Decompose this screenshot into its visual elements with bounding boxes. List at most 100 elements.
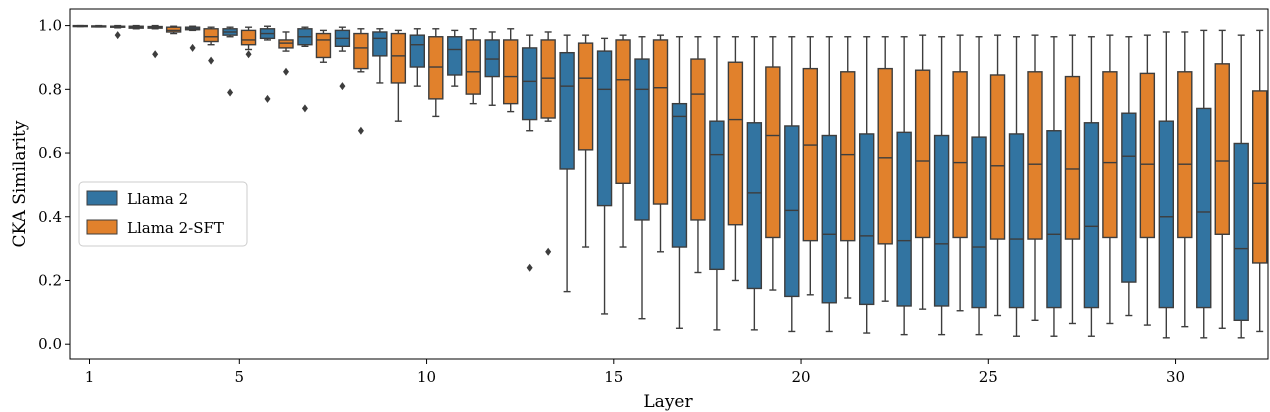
box-llama2-sft-layer-12-iqr bbox=[503, 39, 519, 105]
box-llama2-sft-layer-31 bbox=[1214, 29, 1230, 329]
box-llama2-layer-21-iqr bbox=[821, 134, 837, 304]
box-llama2-sft-layer-28 bbox=[1102, 34, 1118, 325]
box-llama2-sft-layer-29 bbox=[1139, 34, 1156, 326]
y-axis: 0.0 0.2 0.4 0.6 0.8 1.0 bbox=[38, 17, 70, 353]
y-axis-title: CKA Similarity bbox=[10, 120, 30, 247]
box-llama2-layer-26 bbox=[1008, 36, 1025, 337]
box-llama2-layer-5 bbox=[222, 26, 238, 97]
box-llama2-layer-22-iqr bbox=[859, 133, 875, 306]
box-llama2-layer-16 bbox=[634, 36, 650, 320]
box-llama2-layer-4-outlier-0 bbox=[189, 43, 196, 52]
box-llama2-sft-layer-15-iqr bbox=[615, 39, 631, 185]
box-llama2-layer-6 bbox=[259, 25, 276, 103]
x-tick-label: 20 bbox=[792, 368, 811, 386]
box-llama2-sft-layer-22-iqr bbox=[877, 67, 893, 245]
box-llama2-layer-28 bbox=[1083, 36, 1100, 337]
box-llama2-layer-19 bbox=[746, 36, 763, 331]
y-tick-label: 0.0 bbox=[38, 335, 62, 353]
box-llama2-layer-23 bbox=[896, 36, 912, 336]
box-llama2-sft-layer-8-outlier-0 bbox=[357, 126, 364, 135]
box-llama2-layer-7-outlier-0 bbox=[301, 104, 308, 113]
box-llama2-layer-31 bbox=[1196, 29, 1212, 339]
box-llama2-sft-layer-11-iqr bbox=[465, 39, 481, 95]
box-llama2-sft-layer-6-iqr bbox=[278, 39, 294, 49]
box-llama2-sft-layer-13-outlier-0 bbox=[545, 247, 552, 256]
box-llama2-sft-layer-4 bbox=[203, 26, 219, 65]
box-llama2-layer-11 bbox=[447, 29, 463, 87]
box-llama2-layer-2 bbox=[109, 24, 126, 40]
box-llama2-sft-layer-5-outlier-0 bbox=[245, 50, 252, 59]
box-llama2-sft-layer-9 bbox=[390, 29, 407, 122]
box-llama2-sft-layer-19 bbox=[765, 36, 781, 291]
legend-swatch-llama2-sft bbox=[86, 219, 118, 235]
box-llama2-sft-layer-20-iqr bbox=[802, 67, 818, 242]
box-llama2-sft-layer-7 bbox=[315, 29, 332, 63]
box-llama2-sft-layer-31-iqr bbox=[1214, 63, 1230, 235]
box-llama2-sft-layer-30 bbox=[1177, 31, 1193, 328]
x-tick-label: 15 bbox=[604, 368, 623, 386]
box-llama2-sft-layer-7-iqr bbox=[315, 32, 332, 59]
box-llama2-sft-layer-26-iqr bbox=[1027, 71, 1043, 240]
box-llama2-layer-30-iqr bbox=[1158, 120, 1175, 309]
box-llama2-layer-10 bbox=[409, 28, 425, 87]
box-llama2-layer-21 bbox=[821, 36, 837, 333]
box-llama2-sft-layer-6-outlier-0 bbox=[283, 67, 289, 76]
box-llama2-sft-layer-5 bbox=[240, 26, 257, 59]
box-llama2-layer-18-iqr bbox=[709, 120, 725, 271]
x-axis-title: Layer bbox=[643, 392, 693, 412]
x-tick-label: 5 bbox=[235, 368, 245, 386]
box-llama2-sft-layer-16 bbox=[652, 34, 669, 253]
box-llama2-layer-1 bbox=[72, 24, 88, 28]
box-llama2-layer-12 bbox=[484, 31, 500, 106]
box-llama2-sft-layer-2 bbox=[128, 24, 144, 30]
box-llama2-layer-26-iqr bbox=[1008, 133, 1025, 309]
x-tick-label: 25 bbox=[979, 368, 998, 386]
x-axis: 1 5 10 15 20 25 30 bbox=[85, 359, 1185, 386]
box-llama2-layer-6-outlier-0 bbox=[264, 94, 271, 103]
box-llama2-layer-18 bbox=[709, 36, 725, 331]
boxes-layer bbox=[72, 24, 1268, 339]
x-tick-label: 10 bbox=[417, 368, 436, 386]
box-llama2-sft-layer-19-iqr bbox=[765, 66, 781, 239]
box-llama2-layer-11-iqr bbox=[447, 36, 463, 76]
box-llama2-layer-17-iqr bbox=[671, 102, 688, 248]
box-llama2-layer-19-iqr bbox=[746, 122, 763, 290]
box-llama2-layer-9-iqr bbox=[372, 31, 388, 57]
box-llama2-layer-25 bbox=[971, 36, 987, 336]
box-llama2-layer-9 bbox=[372, 28, 388, 84]
box-llama2-sft-layer-28-iqr bbox=[1102, 71, 1118, 239]
box-llama2-sft-layer-8-iqr bbox=[353, 32, 369, 70]
box-llama2-layer-22 bbox=[859, 36, 875, 334]
box-llama2-sft-layer-20 bbox=[802, 36, 818, 296]
box-llama2-sft-layer-22 bbox=[877, 36, 893, 302]
plot-frame bbox=[69, 8, 1269, 360]
x-tick-label: 1 bbox=[85, 368, 95, 386]
box-llama2-sft-layer-15 bbox=[615, 34, 631, 248]
box-llama2-sft-layer-24-iqr bbox=[952, 71, 968, 239]
box-llama2-sft-layer-12 bbox=[503, 28, 519, 113]
box-llama2-layer-32-iqr bbox=[1233, 142, 1249, 322]
box-llama2-layer-29-iqr bbox=[1121, 112, 1137, 283]
y-tick-label: 0.6 bbox=[38, 144, 62, 162]
box-llama2-layer-30 bbox=[1158, 31, 1175, 339]
box-llama2-sft-layer-23 bbox=[914, 34, 931, 310]
box-llama2-layer-14-iqr bbox=[559, 51, 575, 170]
box-llama2-sft-layer-11 bbox=[465, 28, 481, 105]
box-llama2-sft-layer-8 bbox=[353, 28, 369, 135]
box-llama2-layer-27-iqr bbox=[1046, 130, 1062, 309]
box-llama2-sft-layer-4-iqr bbox=[203, 28, 219, 43]
y-tick-label: 1.0 bbox=[38, 17, 62, 35]
legend-frame bbox=[78, 181, 248, 247]
box-llama2-sft-layer-27 bbox=[1064, 34, 1081, 325]
box-llama2-sft-layer-14 bbox=[577, 34, 594, 248]
y-tick-label: 0.8 bbox=[38, 80, 62, 98]
box-llama2-layer-7 bbox=[297, 26, 313, 113]
box-llama2-layer-12-iqr bbox=[484, 39, 500, 78]
box-llama2-sft-layer-4-outlier-0 bbox=[208, 56, 215, 65]
box-llama2-layer-32 bbox=[1233, 34, 1249, 339]
box-llama2-sft-layer-3-iqr bbox=[165, 26, 182, 33]
box-llama2-layer-28-iqr bbox=[1083, 122, 1100, 309]
box-llama2-layer-4 bbox=[184, 25, 201, 52]
box-llama2-sft-layer-17-iqr bbox=[690, 58, 706, 221]
box-llama2-layer-31-iqr bbox=[1196, 107, 1212, 309]
